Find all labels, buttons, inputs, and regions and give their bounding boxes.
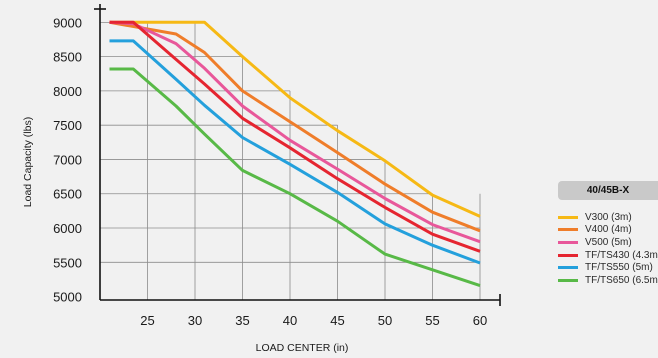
y-tick-label: 5000 bbox=[53, 290, 82, 305]
y-tick-label: 5500 bbox=[53, 255, 82, 270]
y-tick-label: 6000 bbox=[53, 221, 82, 236]
series-line bbox=[109, 20, 481, 253]
legend-item: TF/TS430 (4.3m) bbox=[558, 249, 658, 262]
x-tick-labels: 25 30 35 40 45 50 55 60 bbox=[140, 313, 487, 328]
y-tick-label: 7000 bbox=[53, 152, 82, 167]
legend-item: V500 (5m) bbox=[558, 236, 658, 249]
legend-title: 40/45B-X bbox=[558, 181, 658, 200]
legend-swatch bbox=[558, 228, 578, 232]
y-axis-title: Load Capacity (lbs) bbox=[22, 117, 34, 207]
legend-item: V400 (4m) bbox=[558, 224, 658, 237]
x-tick-label: 50 bbox=[378, 313, 392, 328]
legend: 40/45B-X V300 (3m) V400 (4m) V500 (5m) TF/T… bbox=[558, 181, 658, 287]
x-tick-label: 45 bbox=[330, 313, 344, 328]
legend-label: TF/TS430 (4.3m) bbox=[585, 249, 658, 261]
legend-swatch bbox=[558, 278, 578, 282]
axes bbox=[94, 4, 501, 306]
series-line bbox=[109, 67, 481, 288]
legend-item: TF/TS650 (6.5m) bbox=[558, 274, 658, 287]
series-line bbox=[109, 20, 481, 218]
legend-item: V300 (3m) bbox=[558, 211, 658, 224]
x-tick-label: 25 bbox=[140, 313, 154, 328]
x-tick-label: 30 bbox=[188, 313, 202, 328]
y-tick-label: 6500 bbox=[53, 187, 82, 202]
legend-swatch bbox=[558, 240, 578, 244]
x-tick-label: 55 bbox=[425, 313, 439, 328]
series-line bbox=[109, 39, 481, 265]
series-line bbox=[109, 20, 481, 244]
x-tick-label: 60 bbox=[473, 313, 487, 328]
legend-label: V300 (3m) bbox=[585, 211, 632, 223]
legend-label: TF/TS650 (6.5m) bbox=[585, 274, 658, 286]
legend-items: V300 (3m) V400 (4m) V500 (5m) TF/TS430 (4.3… bbox=[558, 211, 658, 287]
y-tick-label: 8500 bbox=[53, 50, 82, 65]
legend-item: TF/TS550 (5m) bbox=[558, 261, 658, 274]
y-tick-label: 8000 bbox=[53, 84, 82, 99]
series-lines bbox=[109, 20, 481, 288]
series-line bbox=[109, 20, 481, 233]
legend-swatch bbox=[558, 215, 578, 219]
y-tick-label: 9000 bbox=[53, 15, 82, 30]
legend-swatch bbox=[558, 266, 578, 270]
legend-swatch bbox=[558, 253, 578, 257]
legend-label: V400 (4m) bbox=[585, 224, 632, 236]
y-tick-labels: 5000 5500 6000 6500 7000 7500 8000 8500 9000 bbox=[53, 15, 82, 304]
legend-label: V500 (5m) bbox=[585, 236, 632, 248]
x-tick-label: 40 bbox=[283, 313, 297, 328]
x-axis-title: LOAD CENTER (in) bbox=[256, 342, 349, 354]
y-tick-label: 7500 bbox=[53, 118, 82, 133]
x-tick-label: 35 bbox=[235, 313, 249, 328]
legend-label: TF/TS550 (5m) bbox=[585, 262, 653, 274]
